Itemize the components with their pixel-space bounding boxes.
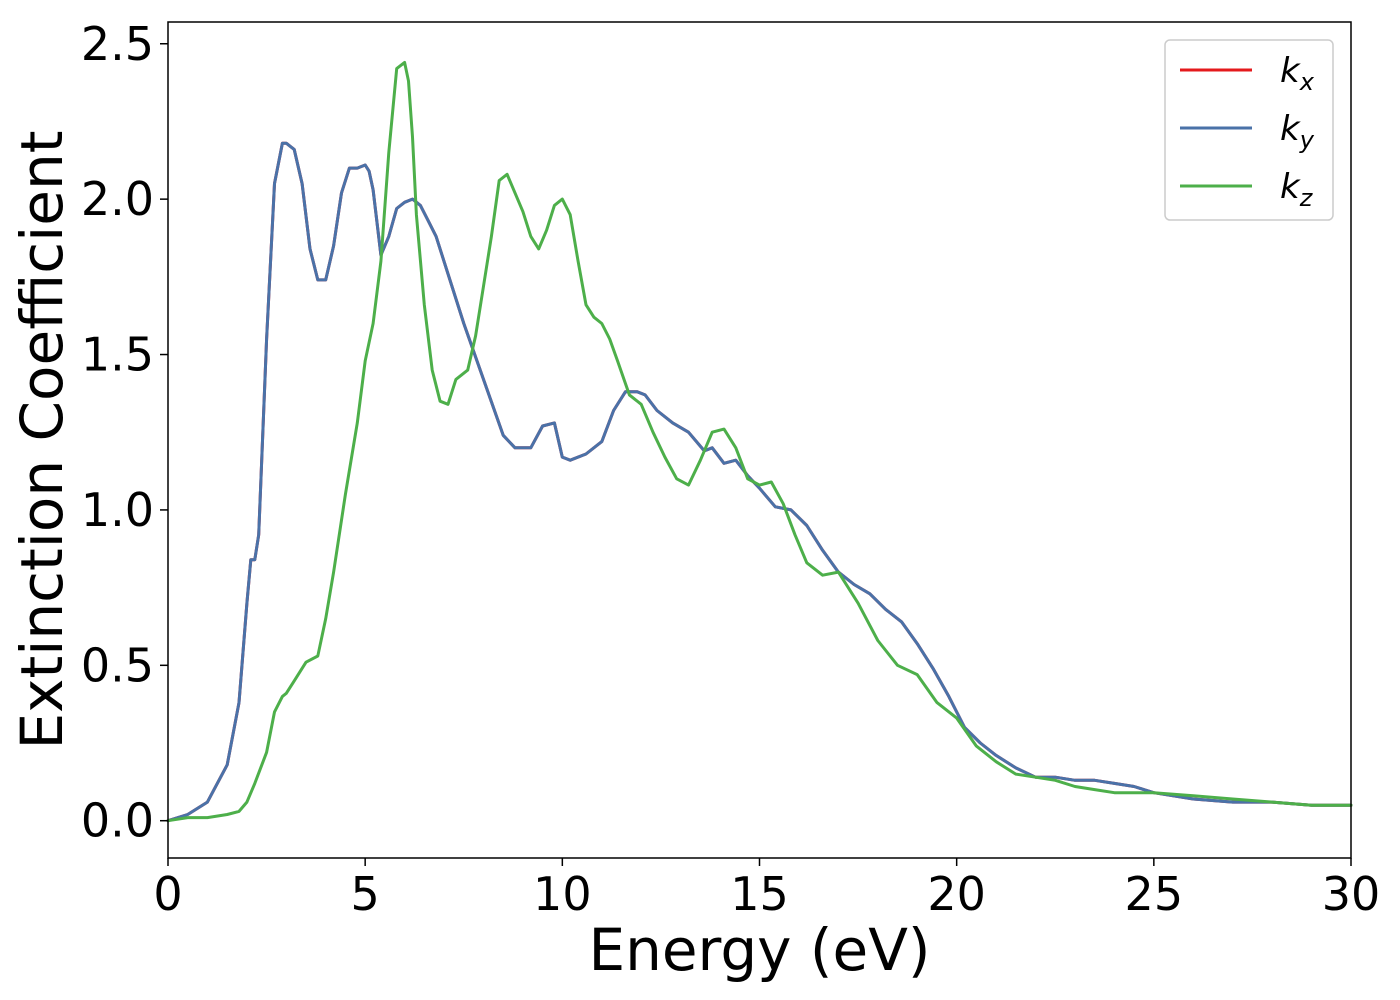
y-tick-label: 2.5: [81, 17, 154, 71]
y-tick-label: 2.0: [81, 172, 154, 226]
legend-label-x: kx: [1280, 51, 1315, 96]
x-tick-label: 20: [927, 867, 986, 921]
x-axis-title: Energy (eV): [588, 916, 930, 984]
x-tick-label: 0: [153, 867, 182, 921]
series-layer: [166, 60, 1353, 823]
y-axis: 0.0 0.5 1.0 1.5 2.0 2.5: [81, 17, 168, 848]
x-tick-label: 10: [533, 867, 592, 921]
legend: kx ky kz: [1164, 39, 1334, 221]
series-line-y: [166, 141, 1353, 823]
y-tick-label: 1.0: [81, 483, 154, 537]
x-tick-label: 25: [1125, 867, 1184, 921]
x-axis: 0 5 10 15 20 25 30: [153, 858, 1380, 921]
legend-label-y: ky: [1280, 109, 1315, 154]
y-axis-title: Extinction Coefficient: [8, 131, 76, 750]
legend-label-z: kz: [1280, 167, 1314, 212]
x-tick-label: 15: [730, 867, 789, 921]
legend-box: [1164, 39, 1334, 221]
series-line-z: [166, 60, 1353, 823]
y-tick-label: 1.5: [81, 328, 154, 382]
y-tick-label: 0.0: [81, 794, 154, 848]
x-tick-label: 5: [351, 867, 380, 921]
x-tick-label: 30: [1322, 867, 1381, 921]
y-tick-label: 0.5: [81, 638, 154, 692]
